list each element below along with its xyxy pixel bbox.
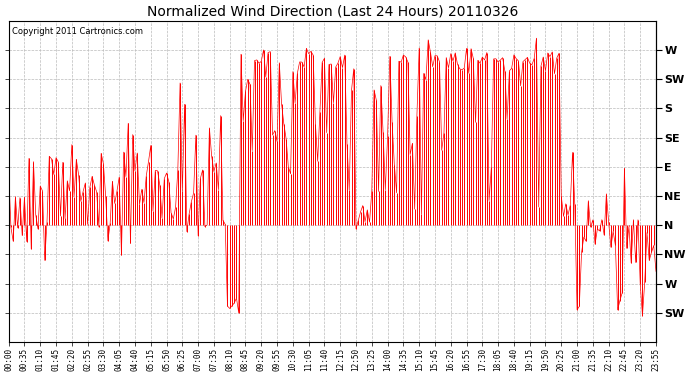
Title: Normalized Wind Direction (Last 24 Hours) 20110326: Normalized Wind Direction (Last 24 Hours… <box>147 4 518 18</box>
Text: Copyright 2011 Cartronics.com: Copyright 2011 Cartronics.com <box>12 27 143 36</box>
